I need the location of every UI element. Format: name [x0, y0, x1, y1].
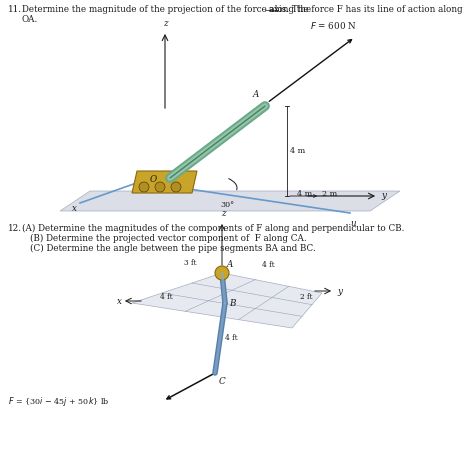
Text: 3 ft: 3 ft [184, 259, 197, 267]
Text: $F$ = {30$\mathit{i}$ $-$ 45$\mathit{j}$ + 50$\mathit{k}$} lb: $F$ = {30$\mathit{i}$ $-$ 45$\mathit{j}$… [8, 395, 109, 408]
Text: A: A [253, 90, 259, 99]
Text: y: y [337, 286, 342, 296]
Text: 4 ft: 4 ft [225, 334, 237, 342]
Polygon shape [60, 191, 400, 211]
Text: x: x [117, 296, 122, 306]
Text: 4 m: 4 m [297, 190, 312, 198]
Text: (B) Determine the projected vector component of  F along CA.: (B) Determine the projected vector compo… [30, 234, 307, 243]
Text: 12.: 12. [8, 224, 22, 233]
Text: 2 m: 2 m [322, 190, 337, 198]
Text: O: O [150, 176, 157, 184]
Text: A: A [227, 260, 233, 269]
Text: Determine the magnitude of the projection of the force along the: Determine the magnitude of the projectio… [22, 5, 311, 14]
Polygon shape [132, 171, 197, 193]
Circle shape [171, 182, 181, 192]
Circle shape [215, 266, 229, 280]
Text: z: z [163, 19, 168, 28]
Text: OA.: OA. [22, 15, 38, 24]
Circle shape [139, 182, 149, 192]
Text: z: z [221, 209, 226, 218]
Circle shape [155, 182, 165, 192]
Text: axis. The force F has its line of action along: axis. The force F has its line of action… [266, 5, 463, 14]
Text: 4 ft: 4 ft [160, 293, 173, 301]
Text: 4 m: 4 m [290, 147, 305, 155]
Text: 2 ft: 2 ft [300, 293, 312, 301]
Text: $F$ = 600 N: $F$ = 600 N [310, 20, 356, 31]
Text: (A) Determine the magnitudes of the components of F along and perpendicular to C: (A) Determine the magnitudes of the comp… [22, 224, 404, 233]
Text: B: B [229, 299, 236, 307]
Text: y: y [381, 191, 386, 201]
Text: C: C [219, 377, 226, 386]
Text: 30°: 30° [220, 201, 234, 209]
Text: (C) Determine the angle between the pipe segments BA and BC.: (C) Determine the angle between the pipe… [30, 244, 316, 253]
Text: x: x [72, 204, 77, 213]
Text: 4 ft: 4 ft [262, 261, 274, 269]
Text: u: u [350, 219, 356, 228]
Text: 11.: 11. [8, 5, 22, 14]
Polygon shape [132, 273, 322, 328]
